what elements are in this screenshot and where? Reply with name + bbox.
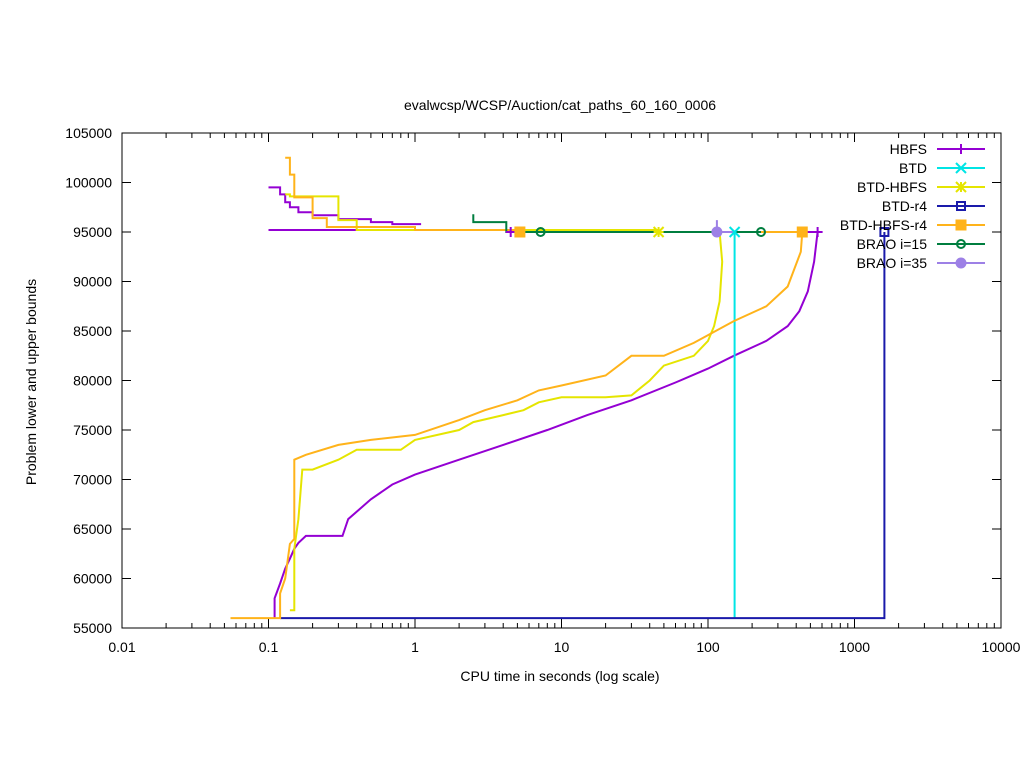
legend-label: BTD-r4: [882, 198, 927, 214]
y-tick-label: 100000: [65, 175, 112, 191]
y-tick-label: 60000: [73, 571, 112, 587]
legend-marker: [955, 257, 967, 269]
plot-area: [230, 156, 886, 620]
x-tick-label: 100: [696, 639, 720, 655]
x-tick-label: 0.01: [108, 639, 135, 655]
series-line-5: [472, 214, 761, 233]
x-tick-label: 10000: [982, 639, 1021, 655]
series-marker-0: [812, 227, 823, 237]
y-tick-label: 75000: [73, 422, 112, 438]
legend-label: HBFS: [890, 141, 927, 157]
series-line-4: [230, 231, 804, 620]
y-tick-label: 90000: [73, 274, 112, 290]
legend-label: BTD-HBFS-r4: [840, 217, 927, 233]
x-tick-label: 1: [411, 639, 419, 655]
series-marker-0: [505, 227, 516, 237]
y-tick-label: 70000: [73, 472, 112, 488]
y-tick-label: 105000: [65, 125, 112, 141]
chart-title: evalwcsp/WCSP/Auction/cat_paths_60_160_0…: [404, 97, 716, 113]
series-marker-4: [796, 226, 808, 238]
series-marker-5: [535, 227, 546, 237]
legend-label: BRAO i=15: [857, 236, 928, 252]
y-axis-label: Problem lower and upper bounds: [23, 279, 39, 485]
series-line-2: [289, 231, 724, 612]
x-tick-label: 0.1: [259, 639, 279, 655]
legend-marker: [955, 219, 967, 231]
x-axis-label: CPU time in seconds (log scale): [460, 668, 659, 684]
series-marker-1: [728, 226, 741, 238]
legend-label: BTD-HBFS: [857, 179, 927, 195]
series-marker-3: [879, 227, 890, 237]
legend-marker: [955, 181, 967, 193]
y-tick-label: 80000: [73, 373, 112, 389]
legend-marker: [956, 239, 966, 249]
legend-label: BRAO i=35: [857, 255, 928, 271]
legend-label: BTD: [899, 160, 927, 176]
plot-frame: [121, 132, 1002, 629]
series-line-0: [268, 186, 422, 226]
series-line-4: [285, 156, 803, 233]
legend-marker: [956, 201, 966, 211]
x-tick-label: 1000: [839, 639, 870, 655]
x-tick-label: 10: [554, 639, 570, 655]
series-line-0: [273, 231, 819, 619]
series-line-3: [280, 232, 886, 620]
y-tick-label: 85000: [73, 323, 112, 339]
axis-ticks: 0.01 0.1 1 10 100 1000 10000 55000 60000 65000 700…: [65, 125, 1020, 655]
series-marker-4: [514, 226, 526, 238]
legend-marker: [956, 144, 966, 154]
series-marker-6: [711, 226, 723, 238]
y-tick-label: 65000: [73, 521, 112, 537]
markers: [505, 226, 890, 238]
series-marker-5: [755, 227, 766, 237]
y-tick-label: 55000: [73, 620, 112, 636]
legend-marker: [955, 162, 967, 174]
series-marker-2: [652, 226, 665, 238]
y-tick-label: 95000: [73, 224, 112, 240]
legend: HBFS BTD BTD-HBFS BTD-r4 BTD-HBFS-r4 BRAO i=1…: [840, 141, 985, 271]
